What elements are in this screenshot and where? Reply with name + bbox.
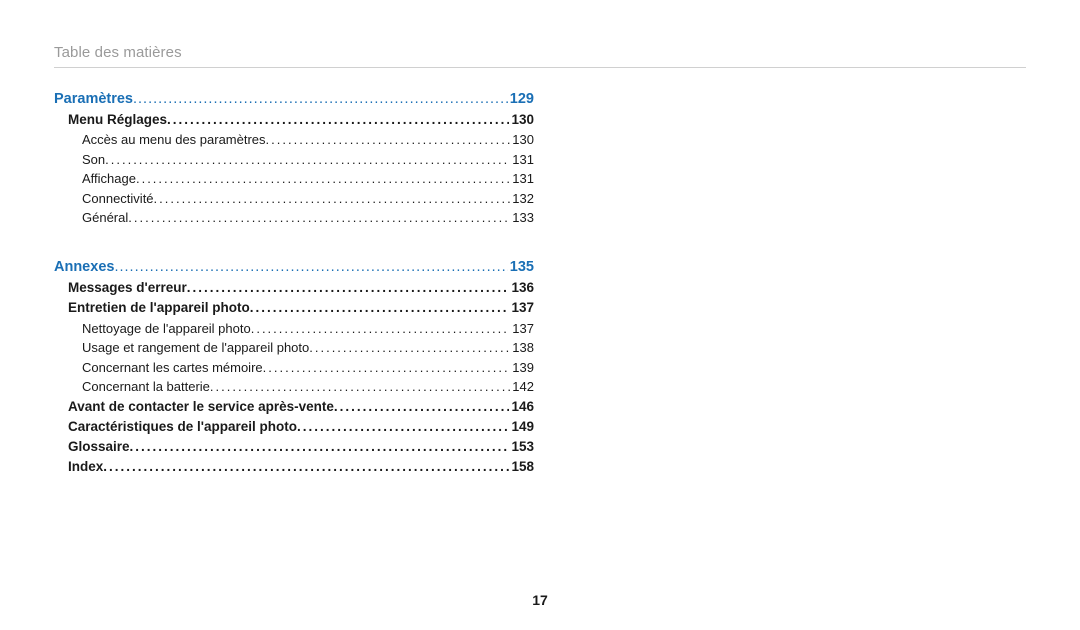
toc-gap — [54, 228, 534, 242]
toc-entry-title: Messages d'erreur — [68, 278, 187, 298]
toc-entry: Paramètres 129 — [54, 90, 534, 108]
toc-entry: Concernant la batterie 142 — [54, 377, 534, 397]
toc-leader — [133, 90, 508, 108]
toc-entry-page: 138 — [510, 338, 534, 358]
toc-entry: Accès au menu des paramètres 130 — [54, 130, 534, 150]
toc-entry-page: 142 — [510, 377, 534, 397]
toc-entry: Index 158 — [54, 457, 534, 477]
toc-leader — [263, 358, 511, 378]
toc-entry-title: Concernant la batterie — [82, 377, 210, 397]
toc-leader — [103, 457, 509, 477]
toc-leader — [334, 397, 510, 417]
toc-entry-title: Affichage — [82, 169, 136, 189]
toc-entry-title: Général — [82, 208, 128, 228]
toc-entry-page: 131 — [510, 169, 534, 189]
toc-entry: Annexes 135 — [54, 258, 534, 276]
toc-entry: Entretien de l'appareil photo 137 — [54, 298, 534, 318]
toc-entry-page: 131 — [510, 150, 534, 170]
toc-entry: Caractéristiques de l'appareil photo 149 — [54, 417, 534, 437]
toc-entry: Concernant les cartes mémoire 139 — [54, 358, 534, 378]
toc-entry-page: 149 — [509, 417, 534, 437]
toc-entry: Affichage 131 — [54, 169, 534, 189]
toc-entry-page: 129 — [508, 90, 534, 108]
toc-entry-page: 137 — [510, 319, 534, 339]
toc-entry-page: 136 — [509, 278, 534, 298]
toc-entry-title: Caractéristiques de l'appareil photo — [68, 417, 297, 437]
toc-entry-page: 158 — [509, 457, 534, 477]
toc-entry-title: Entretien de l'appareil photo — [68, 298, 250, 318]
toc-entry: Menu Réglages 130 — [54, 110, 534, 130]
document-page: Table des matières Paramètres 129 Menu Ré… — [0, 0, 1080, 630]
toc-entry-page: 146 — [509, 397, 534, 417]
toc-entry: Son 131 — [54, 150, 534, 170]
toc-entry-page: 135 — [508, 258, 534, 276]
toc-entry-title: Glossaire — [68, 437, 130, 457]
toc-entry-title: Accès au menu des paramètres — [82, 130, 266, 150]
toc-entry-page: 137 — [509, 298, 534, 318]
toc-entry: Nettoyage de l'appareil photo 137 — [54, 319, 534, 339]
toc-entry: Général 133 — [54, 208, 534, 228]
toc-column: Paramètres 129Menu Réglages 130Accès au … — [54, 90, 534, 478]
toc-entry-title: Son — [82, 150, 105, 170]
toc-entry: Avant de contacter le service après-vent… — [54, 397, 534, 417]
toc-entry: Glossaire 153 — [54, 437, 534, 457]
toc-leader — [128, 208, 510, 228]
toc-entry-title: Menu Réglages — [68, 110, 167, 130]
toc-entry-page: 130 — [509, 110, 534, 130]
toc-entry-title: Avant de contacter le service après-vent… — [68, 397, 334, 417]
toc-leader — [250, 298, 510, 318]
table-of-contents-heading: Table des matières — [54, 44, 1026, 61]
toc-leader — [154, 189, 511, 209]
toc-leader — [105, 150, 510, 170]
toc-leader — [136, 169, 510, 189]
toc-leader — [130, 437, 510, 457]
toc-entry: Messages d'erreur 136 — [54, 278, 534, 298]
toc-entry-title: Index — [68, 457, 103, 477]
toc-entry-title: Paramètres — [54, 90, 133, 108]
toc-entry-page: 139 — [510, 358, 534, 378]
toc-entry-title: Connectivité — [82, 189, 154, 209]
toc-entry: Usage et rangement de l'appareil photo 1… — [54, 338, 534, 358]
toc-leader — [210, 377, 510, 397]
toc-entry: Connectivité 132 — [54, 189, 534, 209]
toc-entry-title: Nettoyage de l'appareil photo — [82, 319, 251, 339]
toc-entry-title: Annexes — [54, 258, 114, 276]
toc-entry-title: Concernant les cartes mémoire — [82, 358, 263, 378]
toc-leader — [251, 319, 511, 339]
toc-leader — [167, 110, 509, 130]
toc-entry-page: 132 — [510, 189, 534, 209]
toc-leader — [309, 338, 510, 358]
toc-leader — [297, 417, 509, 437]
toc-leader — [114, 258, 507, 276]
toc-entry-page: 153 — [509, 437, 534, 457]
toc-entry-title: Usage et rangement de l'appareil photo — [82, 338, 309, 358]
toc-leader — [187, 278, 510, 298]
toc-entry-page: 130 — [510, 130, 534, 150]
toc-entry-page: 133 — [510, 208, 534, 228]
header-rule — [54, 67, 1026, 68]
page-number: 17 — [0, 592, 1080, 608]
toc-leader — [266, 130, 511, 150]
